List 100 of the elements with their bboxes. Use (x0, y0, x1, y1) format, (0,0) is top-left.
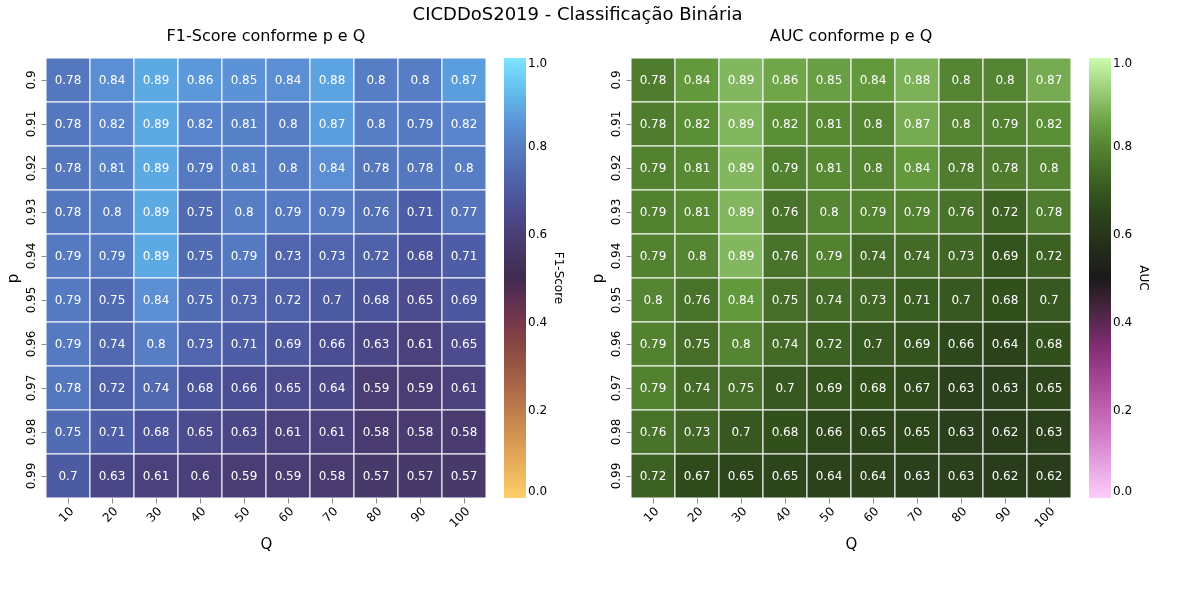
data-label: 0.66 (815, 425, 843, 439)
data-label: 0.59 (362, 381, 390, 395)
x-tick-label: 100 (1031, 504, 1058, 531)
data-label: 0.69 (274, 337, 302, 351)
data-label: 0.75 (98, 293, 126, 307)
x-tick-label: 10 (640, 504, 662, 525)
color-bar-title: AUC (1137, 265, 1151, 291)
data-label: 0.65 (406, 293, 434, 307)
data-label: 0.63 (903, 469, 931, 483)
color-bar-label: 0.4 (528, 315, 548, 329)
data-label: 0.87 (318, 117, 346, 131)
data-label: 0.7 (1039, 293, 1059, 307)
data-label: 0.58 (406, 425, 434, 439)
data-label: 0.79 (991, 117, 1019, 131)
y-tick-label: 0.95 (23, 286, 38, 314)
data-label: 0.8 (278, 117, 298, 131)
data-label: 0.8 (731, 337, 751, 351)
data-label: 0.79 (639, 249, 667, 263)
data-label: 0.66 (318, 337, 346, 351)
data-label: 0.78 (54, 205, 82, 219)
data-label: 0.69 (903, 337, 931, 351)
data-label: 0.89 (142, 249, 170, 263)
data-label: 0.79 (639, 337, 667, 351)
data-label: 0.78 (1035, 205, 1063, 219)
data-label: 0.79 (98, 249, 126, 263)
data-label: 0.73 (318, 249, 346, 263)
data-label: 0.8 (951, 117, 971, 131)
y-tick-label: 0.97 (608, 374, 623, 402)
data-label: 0.59 (406, 381, 434, 395)
data-label: 0.84 (142, 293, 170, 307)
data-label: 0.72 (639, 469, 667, 483)
data-label: 0.89 (142, 73, 170, 87)
x-tick-label: 50 (231, 504, 253, 525)
data-label: 0.68 (991, 293, 1019, 307)
data-label: 0.68 (142, 425, 170, 439)
x-tick-label: 70 (904, 504, 926, 525)
data-label: 0.79 (815, 249, 843, 263)
data-label: 0.89 (727, 205, 755, 219)
data-label: 0.8 (146, 337, 166, 351)
data-label: 0.89 (142, 205, 170, 219)
data-label: 0.68 (771, 425, 799, 439)
data-label: 0.63 (991, 381, 1019, 395)
data-label: 0.67 (903, 381, 931, 395)
text: CICDDoS2019 - Classificação Binária (412, 2, 743, 24)
data-label: 0.69 (450, 293, 478, 307)
data-label: 0.58 (362, 425, 390, 439)
data-label: 0.72 (362, 249, 390, 263)
data-label: 0.68 (186, 381, 214, 395)
y-tick-label: 0.97 (23, 374, 38, 402)
data-label: 0.75 (727, 381, 755, 395)
data-label: 0.79 (54, 337, 82, 351)
data-label: 0.8 (366, 117, 386, 131)
y-tick-label: 0.99 (608, 462, 623, 490)
data-label: 0.8 (643, 293, 663, 307)
data-label: 0.62 (991, 469, 1019, 483)
x-axis-title: Q (845, 535, 858, 554)
data-label: 0.81 (230, 161, 258, 175)
data-label: 0.73 (186, 337, 214, 351)
data-label: 0.85 (230, 73, 258, 87)
data-label: 0.74 (815, 293, 843, 307)
data-label: 0.66 (947, 337, 975, 351)
color-bar-label: 0.8 (528, 139, 548, 153)
data-label: 0.76 (947, 205, 975, 219)
data-label: 0.79 (639, 161, 667, 175)
color-bar-label: 1.0 (528, 56, 548, 70)
data-label: 0.63 (947, 469, 975, 483)
y-tick-label: 0.91 (23, 110, 38, 138)
data-label: 0.8 (278, 161, 298, 175)
data-label: 0.7 (58, 469, 78, 483)
color-bar-label: 0.2 (528, 403, 548, 417)
data-label: 0.73 (683, 425, 711, 439)
y-tick-label: 0.91 (608, 110, 623, 138)
data-label: 0.8 (102, 205, 122, 219)
x-tick-label: 90 (992, 504, 1014, 525)
y-tick-label: 0.96 (608, 330, 623, 358)
y-tick-label: 0.94 (23, 242, 38, 270)
data-label: 0.6 (190, 469, 210, 483)
data-label: 0.81 (815, 117, 843, 131)
data-label: 0.65 (727, 469, 755, 483)
data-label: 0.65 (1035, 381, 1063, 395)
data-label: 0.7 (731, 425, 751, 439)
data-label: 0.76 (639, 425, 667, 439)
data-label: 0.81 (683, 205, 711, 219)
data-label: 0.87 (1035, 73, 1063, 87)
data-label: 0.68 (1035, 337, 1063, 351)
data-label: 0.57 (406, 469, 434, 483)
data-label: 0.8 (863, 117, 883, 131)
y-tick-label: 0.95 (608, 286, 623, 314)
data-label: 0.69 (815, 381, 843, 395)
data-label: 0.72 (98, 381, 126, 395)
data-label: 0.79 (230, 249, 258, 263)
data-label: 0.79 (318, 205, 346, 219)
data-label: 0.8 (687, 249, 707, 263)
y-tick-label: 0.9 (608, 70, 623, 90)
data-label: 0.81 (98, 161, 126, 175)
data-label: 0.65 (450, 337, 478, 351)
x-tick-label: 60 (275, 504, 297, 525)
data-label: 0.71 (230, 337, 258, 351)
data-label: 0.68 (406, 249, 434, 263)
data-label: 0.73 (947, 249, 975, 263)
